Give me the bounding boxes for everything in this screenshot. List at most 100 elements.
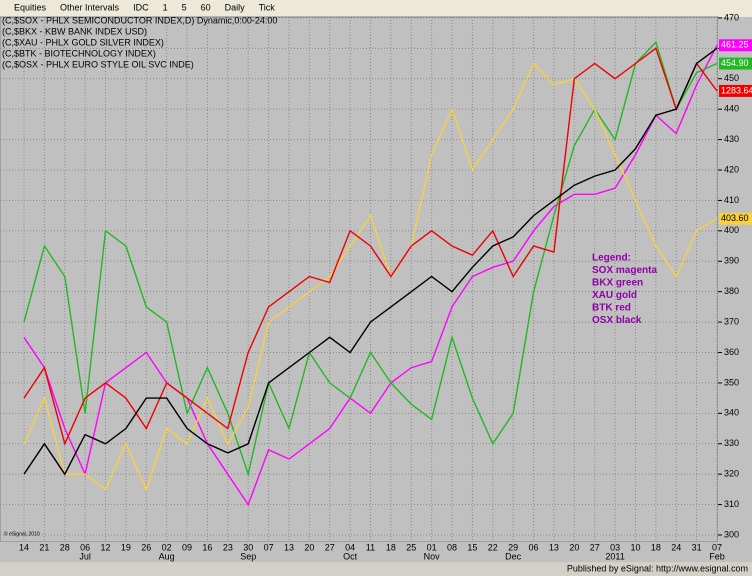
month-label: Sep [240, 551, 256, 561]
toolbar [0, 0, 752, 17]
month-label: 2011 [605, 551, 624, 561]
x-tick-label: 14 [19, 542, 29, 552]
x-tick-label: 29 [508, 542, 518, 552]
series-title: (C,$BTK - BIOTECHNOLOGY INDEX) [2, 48, 156, 58]
legend-text: Legend: [592, 253, 631, 264]
copyright: © eSignal, 2010 [4, 530, 40, 537]
x-tick-label: 01 [427, 542, 437, 552]
y-tick-label: 330 [724, 438, 739, 448]
x-tick-label: 20 [569, 542, 579, 552]
y-tick-label: 360 [724, 347, 739, 357]
month-label: Oct [343, 551, 358, 561]
x-tick-label: 04 [345, 542, 355, 552]
series-title: (C,$XAU - PHLX GOLD SILVER INDEX) [2, 37, 164, 47]
x-tick-label: 18 [386, 542, 396, 552]
y-tick-label: 390 [724, 256, 739, 266]
x-tick-label: 23 [223, 542, 233, 552]
x-tick-label: 08 [447, 542, 457, 552]
y-tick-label: 310 [724, 499, 739, 509]
y-tick-label: 380 [724, 286, 739, 296]
legend-text: XAU gold [592, 290, 637, 301]
y-tick-label: 350 [724, 377, 739, 387]
series-title: (C,$BKX - KBW BANK INDEX USD) [2, 26, 147, 36]
toolbar-item[interactable]: IDC [133, 2, 149, 12]
y-tick-label: 370 [724, 316, 739, 326]
y-tick-label: 450 [724, 73, 739, 83]
x-tick-label: 31 [692, 542, 702, 552]
x-tick-label: 26 [141, 542, 151, 552]
toolbar-item[interactable]: 1 [163, 2, 168, 12]
x-tick-label: 28 [60, 542, 70, 552]
value-badge [719, 57, 752, 70]
x-tick-label: 27 [325, 542, 335, 552]
y-tick-label: 340 [724, 408, 739, 418]
x-tick-label: 09 [182, 542, 192, 552]
x-tick-label: 30 [243, 542, 253, 552]
value-badge [719, 212, 752, 225]
x-tick-label: 22 [488, 542, 498, 552]
month-label: Feb [709, 551, 725, 561]
x-tick-label: 27 [590, 542, 600, 552]
x-tick-label: 11 [366, 542, 375, 552]
legend-text: BTK red [592, 303, 631, 314]
value-badge-text: 461.25 [721, 40, 749, 50]
x-tick-label: 20 [304, 542, 314, 552]
x-tick-label: 24 [671, 542, 681, 552]
x-tick-label: 13 [284, 542, 294, 552]
y-tick-label: 300 [724, 529, 739, 539]
series-title: (C,$OSX - PHLX EURO STYLE OIL SVC INDE) [2, 59, 194, 69]
status-bar [0, 562, 752, 576]
x-tick-label: 06 [80, 542, 90, 552]
x-tick-label: 07 [264, 542, 274, 552]
x-tick-label: 16 [202, 542, 212, 552]
series-title: (C,$SOX - PHLX SEMICONDUCTOR INDEX,D) Dy… [2, 15, 277, 25]
toolbar-item[interactable]: 5 [182, 2, 187, 12]
value-badge [719, 39, 752, 52]
y-axis-area [718, 17, 752, 542]
value-badge [719, 84, 752, 97]
toolbar-item[interactable]: 60 [201, 2, 211, 12]
x-tick-label: 02 [162, 542, 172, 552]
y-tick-label: 400 [724, 225, 739, 235]
x-tick-label: 07 [712, 542, 722, 552]
value-badge-text: 1283.64 [721, 85, 752, 95]
x-tick-label: 19 [121, 542, 131, 552]
x-tick-label: 15 [467, 542, 477, 552]
series-line [23, 47, 718, 446]
toolbar-item[interactable]: Equities [14, 2, 47, 12]
series-line [23, 44, 718, 507]
legend-text: SOX magenta [592, 265, 657, 276]
month-label: Aug [159, 551, 175, 561]
x-tick-label: 12 [101, 542, 111, 552]
y-tick-label: 410 [724, 195, 739, 205]
x-tick-label: 06 [529, 542, 539, 552]
x-tick-label: 03 [610, 542, 620, 552]
toolbar-item[interactable]: Other Intervals [60, 2, 120, 12]
y-tick-label: 440 [724, 104, 739, 114]
month-label: Nov [424, 551, 441, 561]
series-line [23, 62, 718, 492]
month-label: Dec [505, 551, 522, 561]
x-axis-area [0, 542, 752, 562]
toolbar-item[interactable]: Tick [259, 2, 276, 12]
plot-area [0, 16, 719, 543]
x-tick-label: 25 [406, 542, 416, 552]
y-tick-label: 470 [724, 12, 739, 22]
value-badge-text: 403.60 [721, 213, 749, 223]
x-tick-label: 21 [39, 542, 49, 552]
y-tick-label: 430 [724, 134, 739, 144]
value-badge-text: 454.90 [721, 58, 749, 68]
month-label: Jul [79, 551, 91, 561]
series-line [23, 47, 718, 476]
x-tick-label: 13 [549, 542, 559, 552]
x-tick-label: 10 [630, 542, 640, 552]
y-tick-label: 420 [724, 164, 739, 174]
y-tick-label: 320 [724, 469, 739, 479]
status-text: Published by eSignal: http://www.esignal… [567, 563, 748, 573]
toolbar-item[interactable]: Daily [225, 2, 246, 12]
x-tick-label: 18 [651, 542, 661, 552]
legend-text: OSX black [592, 315, 642, 326]
series-line [23, 40, 718, 477]
